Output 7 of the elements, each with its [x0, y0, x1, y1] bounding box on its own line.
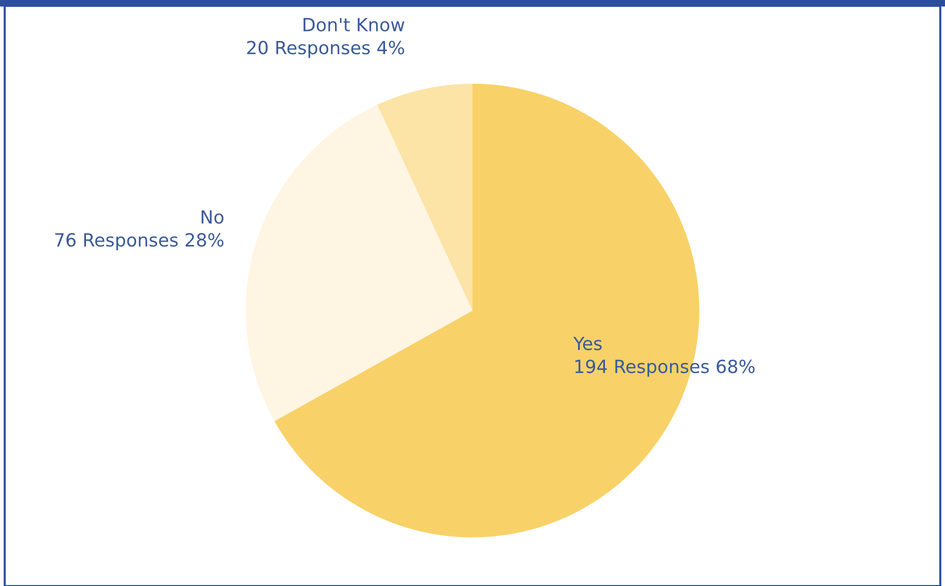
slice-label: Don't Know [304, 18, 404, 32]
data-label: 76 Responses 28% [55, 233, 224, 250]
pie-slice [377, 84, 472, 311]
pie-slice [246, 104, 472, 422]
slice-label: Yes [573, 336, 602, 350]
slice-label: No [202, 210, 224, 224]
data-label: 20 Responses 4% [247, 40, 404, 58]
